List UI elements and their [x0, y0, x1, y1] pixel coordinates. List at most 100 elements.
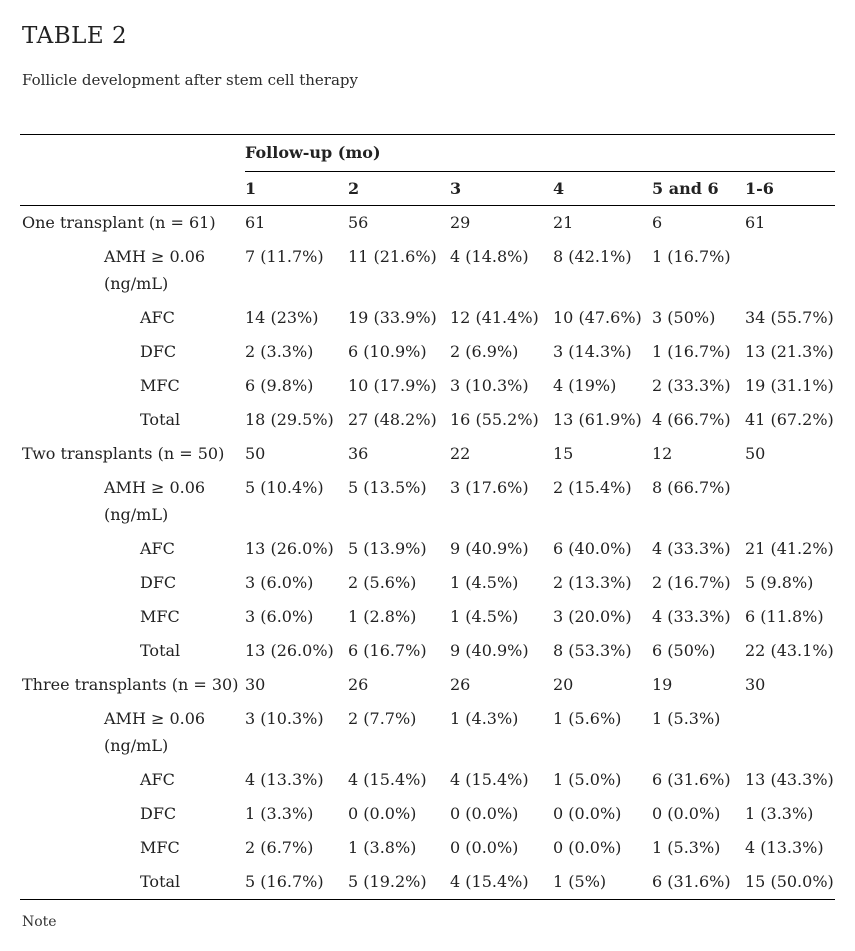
- data-cell: 2 (6.9%): [450, 342, 519, 361]
- data-cell: 4 (33.3%): [652, 539, 731, 558]
- table-row: DFC 2 (3.3%) 6 (10.9%) 2 (6.9%) 3 (14.3%) 1 (…: [20, 335, 835, 369]
- data-cell: 1 (5.3%): [652, 709, 721, 728]
- data-cell: 6: [652, 213, 663, 232]
- data-cell: 13 (26.0%): [245, 641, 334, 660]
- table-row: Total 18 (29.5%) 27 (48.2%) 16 (55.2%) 13 (6…: [20, 403, 835, 437]
- data-cell: 3 (14.3%): [553, 342, 632, 361]
- data-cell: 29: [450, 213, 471, 232]
- data-cell: 8 (53.3%): [553, 641, 632, 660]
- data-cell: 1 (4.5%): [450, 607, 519, 626]
- data-cell: 1 (3.3%): [245, 804, 314, 823]
- data-cell: 5 (10.4%): [245, 478, 324, 497]
- data-cell: 15 (50.0%): [745, 872, 834, 891]
- data-cell: 13 (43.3%): [745, 770, 834, 789]
- data-cell: 5 (9.8%): [745, 573, 814, 592]
- data-cell: 5 (16.7%): [245, 872, 324, 891]
- table-row: AMH ≥ 0.06 (ng/mL) 5 (10.4%) 5 (13.5%) 3 (1…: [20, 471, 835, 532]
- data-cell: 2 (13.3%): [553, 573, 632, 592]
- column-header-5: 5 and 6: [652, 171, 745, 206]
- data-cell: 19: [652, 675, 673, 694]
- data-cell: 0 (0.0%): [450, 838, 519, 857]
- data-cell: 9 (40.9%): [450, 641, 529, 660]
- data-cell: 2 (5.6%): [348, 573, 417, 592]
- data-cell: 4 (15.4%): [450, 872, 529, 891]
- table-row: Two transplants (n = 50) 50 36 22 15 12 50: [20, 437, 835, 471]
- data-cell: 2 (6.7%): [245, 838, 314, 857]
- data-cell: 4 (15.4%): [450, 770, 529, 789]
- data-cell: 50: [745, 444, 766, 463]
- data-cell: 15: [553, 444, 574, 463]
- table-row: MFC 3 (6.0%) 1 (2.8%) 1 (4.5%) 3 (20.0%) 4 (3…: [20, 600, 835, 634]
- row-label: Total: [140, 641, 181, 660]
- data-cell: [745, 240, 835, 301]
- data-cell: 8 (66.7%): [652, 478, 731, 497]
- table-title: TABLE 2: [22, 23, 128, 49]
- table-row: One transplant (n = 61) 61 56 29 21 6 61: [20, 206, 835, 241]
- data-cell: 5 (13.9%): [348, 539, 427, 558]
- data-cell: 3 (10.3%): [245, 709, 324, 728]
- data-cell: 10 (17.9%): [348, 376, 437, 395]
- row-label: AFC: [140, 308, 175, 327]
- data-cell: 13 (61.9%): [553, 410, 642, 429]
- data-cell: 1 (5.0%): [553, 770, 622, 789]
- data-cell: 61: [745, 213, 766, 232]
- data-cell: 1 (16.7%): [652, 247, 731, 266]
- data-cell: 26: [450, 675, 471, 694]
- data-cell: 4 (13.3%): [245, 770, 324, 789]
- row-label: AMH ≥ 0.06 (ng/mL): [104, 478, 206, 524]
- data-cell: 11 (21.6%): [348, 247, 437, 266]
- data-cell: 13 (26.0%): [245, 539, 334, 558]
- data-cell: [745, 471, 835, 532]
- group-header-followup: Follow-up (mo): [245, 134, 836, 172]
- table-row: AMH ≥ 0.06 (ng/mL) 7 (11.7%) 11 (21.6%) 4 (…: [20, 240, 835, 301]
- corner-cell: [20, 135, 245, 172]
- data-cell: 6 (10.9%): [348, 342, 427, 361]
- data-cell: 56: [348, 213, 369, 232]
- table-row: AFC 13 (26.0%) 5 (13.9%) 9 (40.9%) 6 (40.0%)…: [20, 532, 835, 566]
- row-label: Two transplants (n = 50): [22, 444, 225, 463]
- data-cell: 0 (0.0%): [450, 804, 519, 823]
- data-cell: 5 (13.5%): [348, 478, 427, 497]
- data-cell: 27 (48.2%): [348, 410, 437, 429]
- data-cell: 22: [450, 444, 471, 463]
- data-cell: 19 (33.9%): [348, 308, 437, 327]
- data-cell: 3 (6.0%): [245, 607, 314, 626]
- data-cell: 1 (3.8%): [348, 838, 417, 857]
- data-cell: 2 (7.7%): [348, 709, 417, 728]
- data-cell: 1 (4.5%): [450, 573, 519, 592]
- data-cell: 0 (0.0%): [553, 838, 622, 857]
- data-cell: 7 (11.7%): [245, 247, 324, 266]
- table-row: AFC 14 (23%) 19 (33.9%) 12 (41.4%) 10 (47.6%…: [20, 301, 835, 335]
- data-cell: 14 (23%): [245, 308, 319, 327]
- row-label: Three transplants (n = 30): [22, 675, 239, 694]
- row-label: AMH ≥ 0.06 (ng/mL): [104, 709, 206, 755]
- data-cell: 4 (13.3%): [745, 838, 824, 857]
- table-row: MFC 2 (6.7%) 1 (3.8%) 0 (0.0%) 0 (0.0%) 1 (5.…: [20, 831, 835, 865]
- data-cell: 10 (47.6%): [553, 308, 642, 327]
- data-cell: 0 (0.0%): [553, 804, 622, 823]
- table-row: DFC 1 (3.3%) 0 (0.0%) 0 (0.0%) 0 (0.0%) 0 (0.…: [20, 797, 835, 831]
- table-row: Total 5 (16.7%) 5 (19.2%) 4 (15.4%) 1 (5%) 6 …: [20, 865, 835, 900]
- data-cell: 1 (5.3%): [652, 838, 721, 857]
- row-label: AFC: [140, 770, 175, 789]
- data-cell: 1 (2.8%): [348, 607, 417, 626]
- data-cell: 3 (17.6%): [450, 478, 529, 497]
- data-cell: 19 (31.1%): [745, 376, 834, 395]
- data-cell: 22 (43.1%): [745, 641, 834, 660]
- data-cell: 30: [245, 675, 266, 694]
- data-cell: 0 (0.0%): [652, 804, 721, 823]
- group-header-row: Follow-up (mo): [20, 134, 836, 172]
- data-cell: 26: [348, 675, 369, 694]
- data-cell: 2 (15.4%): [553, 478, 632, 497]
- row-label: AFC: [140, 539, 175, 558]
- data-cell: 9 (40.9%): [450, 539, 529, 558]
- data-cell: 16 (55.2%): [450, 410, 539, 429]
- data-cell: 3 (6.0%): [245, 573, 314, 592]
- table-row: DFC 3 (6.0%) 2 (5.6%) 1 (4.5%) 2 (13.3%) 2 (1…: [20, 566, 835, 600]
- data-cell: 1 (4.3%): [450, 709, 519, 728]
- data-cell: 3 (20.0%): [553, 607, 632, 626]
